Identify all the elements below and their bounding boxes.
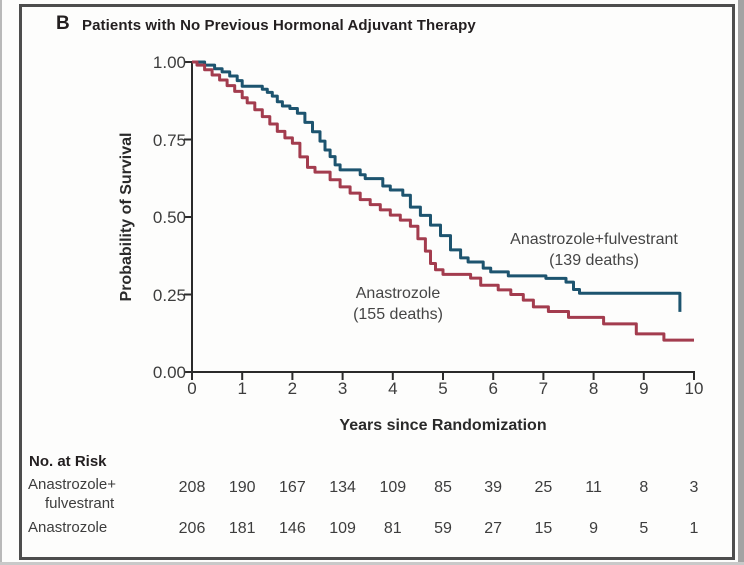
- x-tick-label: 6: [488, 379, 498, 398]
- risk-row-label: Anastrozole: [28, 519, 108, 536]
- risk-value: 85: [434, 479, 452, 496]
- x-tick-label: 8: [588, 379, 599, 398]
- risk-value: 146: [279, 520, 306, 537]
- annotation-anastrozole: Anastrozole (155 deaths): [353, 283, 443, 325]
- x-tick-label: 2: [287, 379, 298, 398]
- risk-value: 8: [639, 479, 649, 496]
- risk-value: 15: [534, 520, 553, 537]
- y-tick-label: 0.25: [152, 285, 186, 305]
- risk-value: 206: [178, 520, 206, 537]
- annotation-line: (155 deaths): [353, 306, 443, 323]
- x-tick-label: 7: [538, 379, 549, 398]
- y-tick-label: 0.75: [152, 130, 186, 150]
- x-tick-label: 4: [388, 379, 398, 398]
- survival-curve-anastrozole-fulvestrant: [192, 60, 682, 312]
- x-tick-label: 10: [684, 379, 704, 398]
- risk-value: 109: [329, 520, 356, 537]
- crop-artifact-left: [0, 0, 2, 565]
- risk-value: 25: [534, 479, 553, 496]
- risk-value: 134: [329, 479, 356, 496]
- x-tick-label: 0: [187, 379, 197, 398]
- risk-value: 5: [639, 520, 649, 537]
- y-tick-label: 1.00: [152, 53, 186, 72]
- risk-value: 3: [689, 479, 699, 496]
- risk-value: 190: [228, 479, 256, 496]
- x-tick-label: 1: [237, 379, 247, 398]
- risk-value: 167: [279, 479, 306, 496]
- annotation-line: Anastrozole+fulvestrant: [510, 231, 678, 248]
- survival-curve-anastrozole: [192, 60, 694, 342]
- risk-value: 208: [178, 479, 206, 496]
- panel-title: Patients with No Previous Hormonal Adjuv…: [82, 17, 476, 34]
- risk-value: 1: [689, 520, 699, 537]
- y-tick-label: 0.50: [152, 208, 186, 227]
- y-tick-label: 0.00: [152, 363, 186, 382]
- risk-table-heading: No. at Risk: [29, 453, 107, 470]
- annotation-line: Anastrozole: [355, 285, 441, 302]
- risk-value: 11: [585, 479, 602, 496]
- x-tick-label: 9: [639, 379, 649, 398]
- x-tick-label: 3: [337, 379, 348, 398]
- x-axis-title: Years since Randomization: [339, 417, 547, 434]
- risk-value: 27: [484, 520, 503, 537]
- risk-value: 59: [434, 520, 452, 537]
- annotation-line: (139 deaths): [549, 252, 639, 269]
- crop-gutter-bottom: [0, 562, 744, 565]
- risk-value: 9: [589, 520, 599, 537]
- x-tick-label: 5: [438, 379, 448, 398]
- panel-letter: B: [56, 13, 70, 34]
- risk-row-label: Anastrozole+: [28, 476, 116, 493]
- risk-value: 181: [228, 520, 256, 537]
- risk-value: 109: [379, 479, 407, 496]
- risk-row-label: fulvestrant: [45, 495, 115, 512]
- risk-value: 39: [484, 479, 503, 496]
- panel-frame: [19, 4, 735, 560]
- annotation-anastrozole-fulvestrant: Anastrozole+fulvestrant (139 deaths): [510, 229, 678, 271]
- crop-gutter-right: [738, 0, 744, 565]
- risk-value: 81: [383, 520, 402, 537]
